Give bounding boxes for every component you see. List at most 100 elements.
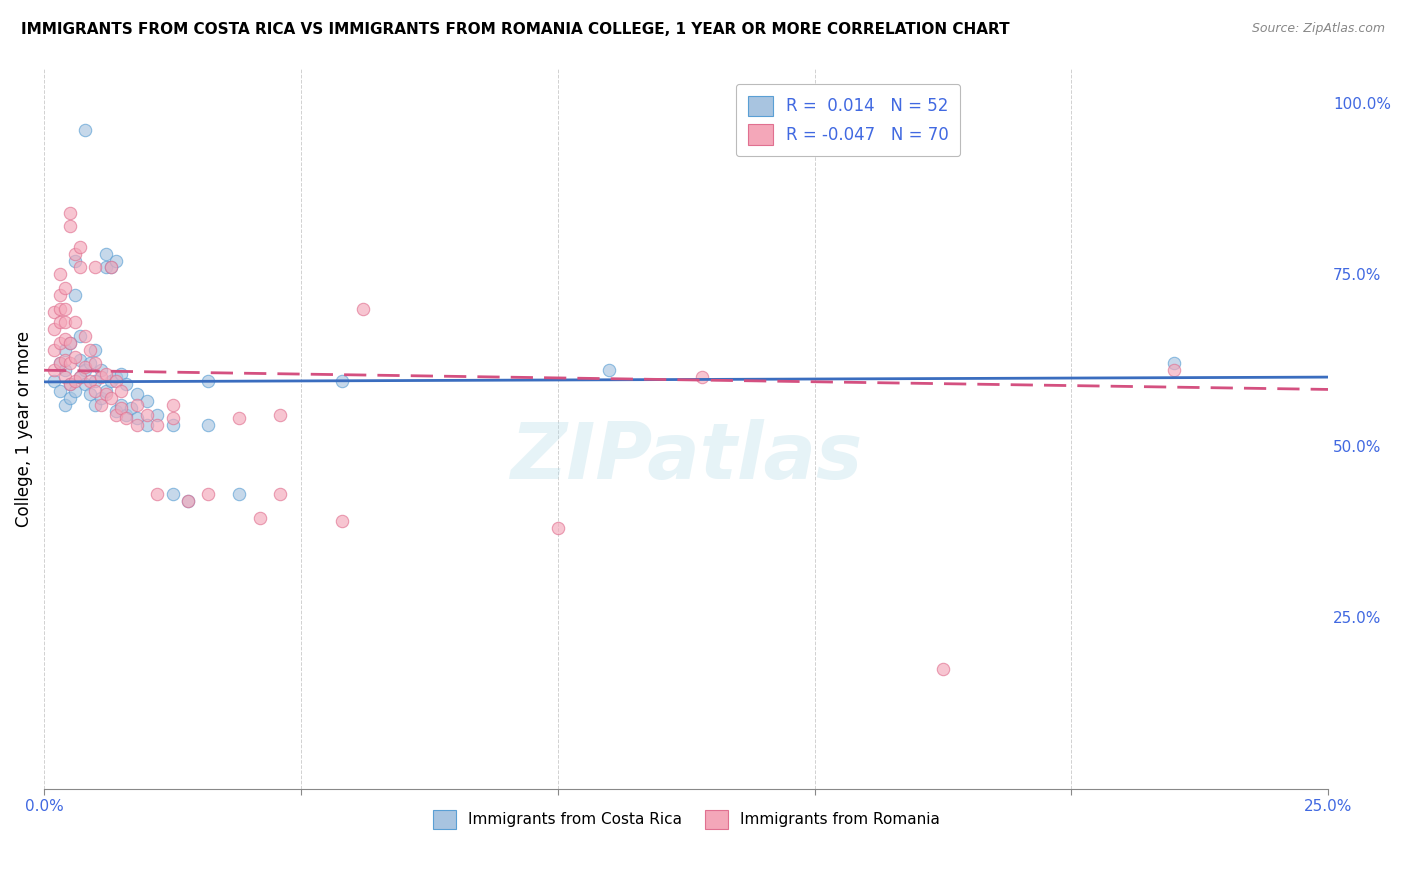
Point [75,376,97,391]
Point [162,398,184,412]
Point [53,353,76,368]
Point [59,376,82,391]
Point [53,332,76,346]
Point [44,363,66,377]
Point [69,329,91,343]
Point [79,343,101,357]
Point [69,260,91,275]
Point [94,384,117,398]
Point [75,329,97,343]
Point [69,240,91,254]
Point [547,521,569,535]
Point [330,514,353,528]
Y-axis label: College, 1 year or more: College, 1 year or more [15,330,32,526]
Point [84,374,107,388]
Point [162,411,184,425]
Point [228,486,250,500]
Point [69,370,91,384]
Point [177,493,200,508]
Point [53,370,76,384]
Point [84,384,107,398]
Point [84,356,107,370]
Point [48,315,70,329]
Point [197,374,219,388]
Point [100,260,122,275]
Point [75,363,97,377]
Point [105,374,128,388]
Point [48,335,70,350]
Point [48,384,70,398]
Point [932,661,955,675]
Point [94,246,117,260]
Point [330,374,353,388]
Point [79,374,101,388]
Point [197,486,219,500]
Point [100,391,122,405]
Point [63,384,86,398]
Text: ZIPatlas: ZIPatlas [510,419,862,495]
Point [352,301,374,316]
Point [110,401,132,415]
Point [228,411,250,425]
Point [79,356,101,370]
Point [84,398,107,412]
Point [59,356,82,370]
Text: Source: ZipAtlas.com: Source: ZipAtlas.com [1251,22,1385,36]
Point [125,398,148,412]
Point [1163,356,1185,370]
Point [135,418,157,433]
Point [110,367,132,381]
Point [146,418,169,433]
Point [105,404,128,418]
Point [115,408,138,422]
Point [1163,363,1185,377]
Point [146,486,169,500]
Point [135,394,157,409]
Point [84,260,107,275]
Point [53,281,76,295]
Point [48,267,70,281]
Point [162,418,184,433]
Point [53,363,76,377]
Point [125,387,148,401]
Point [69,353,91,368]
Point [44,343,66,357]
Point [269,408,291,422]
Point [598,363,620,377]
Point [75,123,97,137]
Point [269,486,291,500]
Point [125,411,148,425]
Point [75,359,97,374]
Point [100,374,122,388]
Point [63,246,86,260]
Legend: Immigrants from Costa Rica, Immigrants from Romania: Immigrants from Costa Rica, Immigrants f… [426,804,946,835]
Point [53,301,76,316]
Point [63,350,86,364]
Point [59,391,82,405]
Point [53,343,76,357]
Point [105,253,128,268]
Point [90,391,112,405]
Text: IMMIGRANTS FROM COSTA RICA VS IMMIGRANTS FROM ROMANIA COLLEGE, 1 YEAR OR MORE CO: IMMIGRANTS FROM COSTA RICA VS IMMIGRANTS… [21,22,1010,37]
Point [59,335,82,350]
Point [48,301,70,316]
Point [48,356,70,370]
Point [59,219,82,234]
Point [59,335,82,350]
Point [110,398,132,412]
Point [53,398,76,412]
Point [59,205,82,219]
Point [94,387,117,401]
Point [146,408,169,422]
Point [115,411,138,425]
Point [94,260,117,275]
Point [44,374,66,388]
Point [90,370,112,384]
Point [100,260,122,275]
Point [59,376,82,391]
Point [48,356,70,370]
Point [63,374,86,388]
Point [135,408,157,422]
Point [249,510,271,524]
Point [44,305,66,319]
